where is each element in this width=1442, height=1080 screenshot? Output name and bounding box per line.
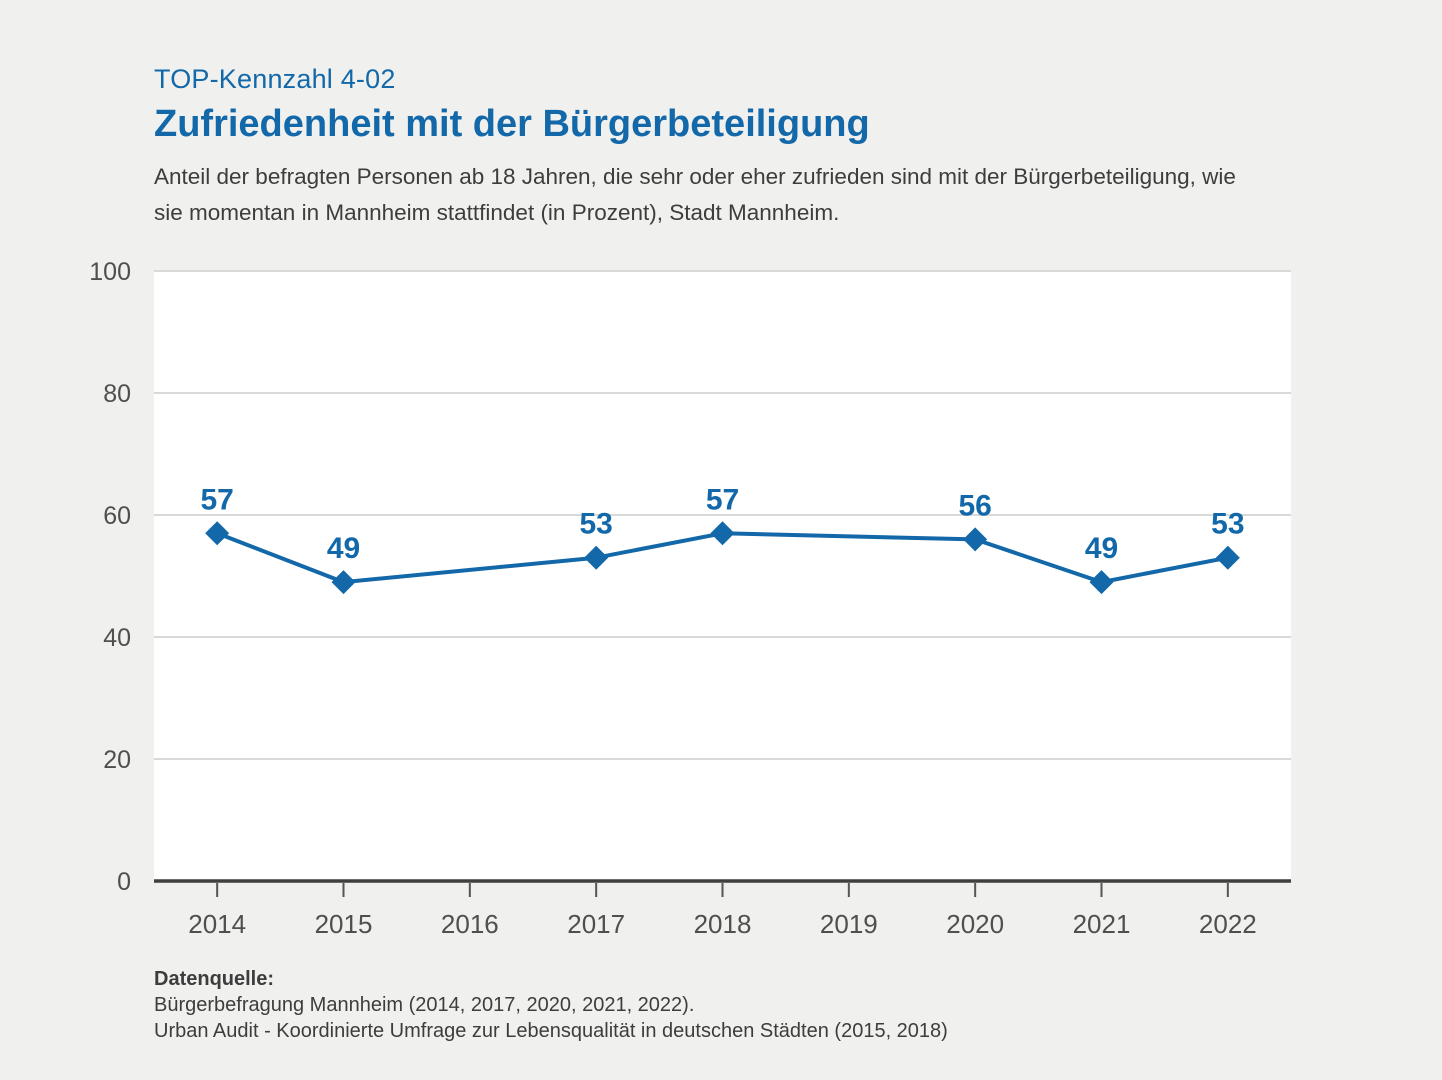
- chart-subtitle: Anteil der befragten Personen ab 18 Jahr…: [154, 159, 1294, 231]
- data-point-2017: [584, 545, 609, 570]
- data-point-2022: [1215, 545, 1240, 570]
- source-line-1: Bürgerbefragung Mannheim (2014, 2017, 20…: [154, 994, 695, 1016]
- x-axis-label-2022: 2022: [1199, 909, 1257, 939]
- source-line-2: Urban Audit - Koordinierte Umfrage zur L…: [154, 1020, 948, 1042]
- data-label-2021: 49: [1085, 532, 1118, 565]
- y-axis-label-100: 100: [89, 258, 131, 286]
- data-source-footer: Datenquelle: Bürgerbefragung Mannheim (2…: [154, 966, 948, 1044]
- data-label-2014: 57: [200, 483, 233, 516]
- x-axis-label-2015: 2015: [315, 909, 373, 939]
- data-point-2014: [205, 521, 230, 546]
- y-axis-label-20: 20: [103, 746, 131, 774]
- kicker-kennzahl: TOP-Kennzahl 4-02: [154, 64, 396, 94]
- x-axis-label-2021: 2021: [1073, 909, 1131, 939]
- y-axis-label-0: 0: [117, 868, 131, 896]
- data-label-2022: 53: [1211, 508, 1244, 541]
- y-axis-label-40: 40: [103, 624, 131, 652]
- data-label-2015: 49: [327, 532, 360, 565]
- x-axis-label-2014: 2014: [188, 909, 246, 939]
- subtitle-line-1: Anteil der befragten Personen ab 18 Jahr…: [154, 164, 1236, 189]
- page-title: Zufriedenheit mit der Bürgerbeteiligung: [154, 103, 870, 145]
- data-point-2018: [710, 521, 735, 546]
- x-axis-label-2020: 2020: [946, 909, 1004, 939]
- y-axis-label-60: 60: [103, 502, 131, 530]
- x-axis-label-2017: 2017: [567, 909, 625, 939]
- x-axis-label-2018: 2018: [694, 909, 752, 939]
- y-axis-label-80: 80: [103, 380, 131, 408]
- data-point-2021: [1089, 570, 1114, 595]
- data-point-2020: [963, 527, 988, 552]
- x-axis-label-2016: 2016: [441, 909, 499, 939]
- data-point-2015: [331, 570, 356, 595]
- data-label-2018: 57: [706, 483, 739, 516]
- satisfaction-line-chart: 0 20 40 60 80 100 2014 2015 2016 2017 2018 2019 2020…: [89, 258, 1291, 939]
- x-axis-label-2019: 2019: [820, 909, 878, 939]
- data-label-2020: 56: [958, 489, 991, 522]
- data-label-2017: 53: [579, 508, 612, 541]
- source-label: Datenquelle:: [154, 968, 275, 990]
- subtitle-line-2: sie momentan in Mannheim stattfindet (in…: [154, 200, 840, 225]
- chart-container: 0 20 40 60 80 100 2014 2015 2016 2017 2018 2019 2020…: [0, 250, 1442, 955]
